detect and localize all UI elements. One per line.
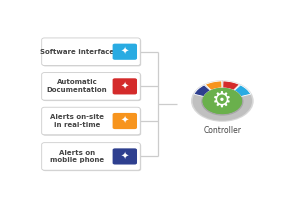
Wedge shape (223, 81, 239, 90)
Text: Alerts on-site
in real-time: Alerts on-site in real-time (50, 114, 104, 128)
FancyBboxPatch shape (112, 44, 137, 60)
FancyBboxPatch shape (112, 113, 137, 129)
FancyBboxPatch shape (42, 143, 140, 170)
FancyBboxPatch shape (43, 144, 141, 171)
Wedge shape (234, 85, 251, 97)
FancyBboxPatch shape (43, 108, 141, 136)
FancyBboxPatch shape (42, 38, 140, 66)
Text: Alerts on
mobile phone: Alerts on mobile phone (50, 150, 104, 163)
FancyBboxPatch shape (112, 78, 137, 94)
FancyBboxPatch shape (43, 74, 141, 101)
FancyBboxPatch shape (42, 73, 140, 100)
Wedge shape (205, 81, 222, 90)
Text: ✦: ✦ (121, 47, 129, 57)
Circle shape (202, 88, 242, 114)
Text: Controller: Controller (203, 126, 241, 135)
Text: ✦: ✦ (121, 81, 129, 91)
Text: Automatic
Documentation: Automatic Documentation (47, 79, 107, 93)
Circle shape (202, 88, 242, 114)
FancyBboxPatch shape (43, 39, 141, 66)
Circle shape (201, 88, 244, 116)
Text: ✦: ✦ (121, 116, 129, 126)
FancyBboxPatch shape (42, 107, 140, 135)
Circle shape (193, 81, 252, 121)
Wedge shape (194, 85, 211, 97)
FancyBboxPatch shape (112, 148, 137, 165)
Text: Software interface: Software interface (40, 49, 114, 55)
Circle shape (191, 80, 254, 122)
Text: ⚙: ⚙ (212, 90, 232, 110)
Text: ✦: ✦ (121, 151, 129, 161)
